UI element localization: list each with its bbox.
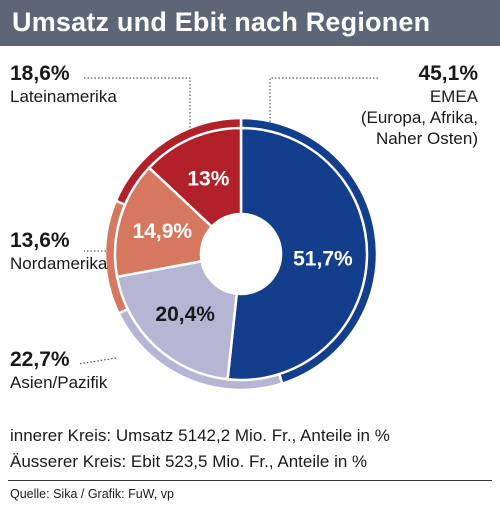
leader-line-asien-pazifik [77,357,117,365]
outer-value-asien-pazifik: 22,7% [10,348,70,371]
inner-label-asien-pazifik: 20,4% [155,303,215,326]
outer-region-label-asien-pazifik: Asien/Pazifik [10,373,108,392]
footer-divider [8,480,492,481]
outer-region-label-emea-line3: Naher Osten) [376,129,478,148]
outer-region-label-nordamerika: Nordamerika [10,254,108,273]
donut-chart: 51,7% 20,4% 14,9% 13% 45,1% EMEA (Europa, Afri… [10,62,479,392]
note-inner-ring: innerer Kreis: Umsatz 5142,2 Mio. Fr., A… [10,426,390,445]
outer-value-nordamerika: 13,6% [10,229,70,252]
inner-slice-asien-pazifik [115,259,239,381]
inner-label-nordamerika: 14,9% [133,220,193,243]
inner-label-emea: 51,7% [293,247,353,270]
note-outer-ring: Äusserer Kreis: Ebit 523,5 Mio. Fr., Ant… [10,452,368,471]
inner-label-lateinamerika: 13% [187,168,229,191]
inner-slice-lateinamerika [147,126,243,229]
source-credit: Quelle: Sika / Grafik: FuW, vp [10,487,174,501]
outer-region-label-lateinamerika: Lateinamerika [10,87,117,106]
title-bar: Umsatz und Ebit nach Regionen [0,0,500,46]
outer-value-emea: 45,1% [418,62,478,85]
outer-value-lateinamerika: 18,6% [10,62,70,85]
outer-region-label-emea: EMEA [430,87,479,106]
inner-slice-nordamerika [113,165,214,279]
chart-title: Umsatz und Ebit nach Regionen [12,7,431,37]
outer-region-label-emea-line2: (Europa, Afrika, [361,108,478,127]
leader-line-emea [269,77,378,122]
leader-line-lateinamerika [82,77,191,131]
inner-slice-emea [226,126,369,382]
